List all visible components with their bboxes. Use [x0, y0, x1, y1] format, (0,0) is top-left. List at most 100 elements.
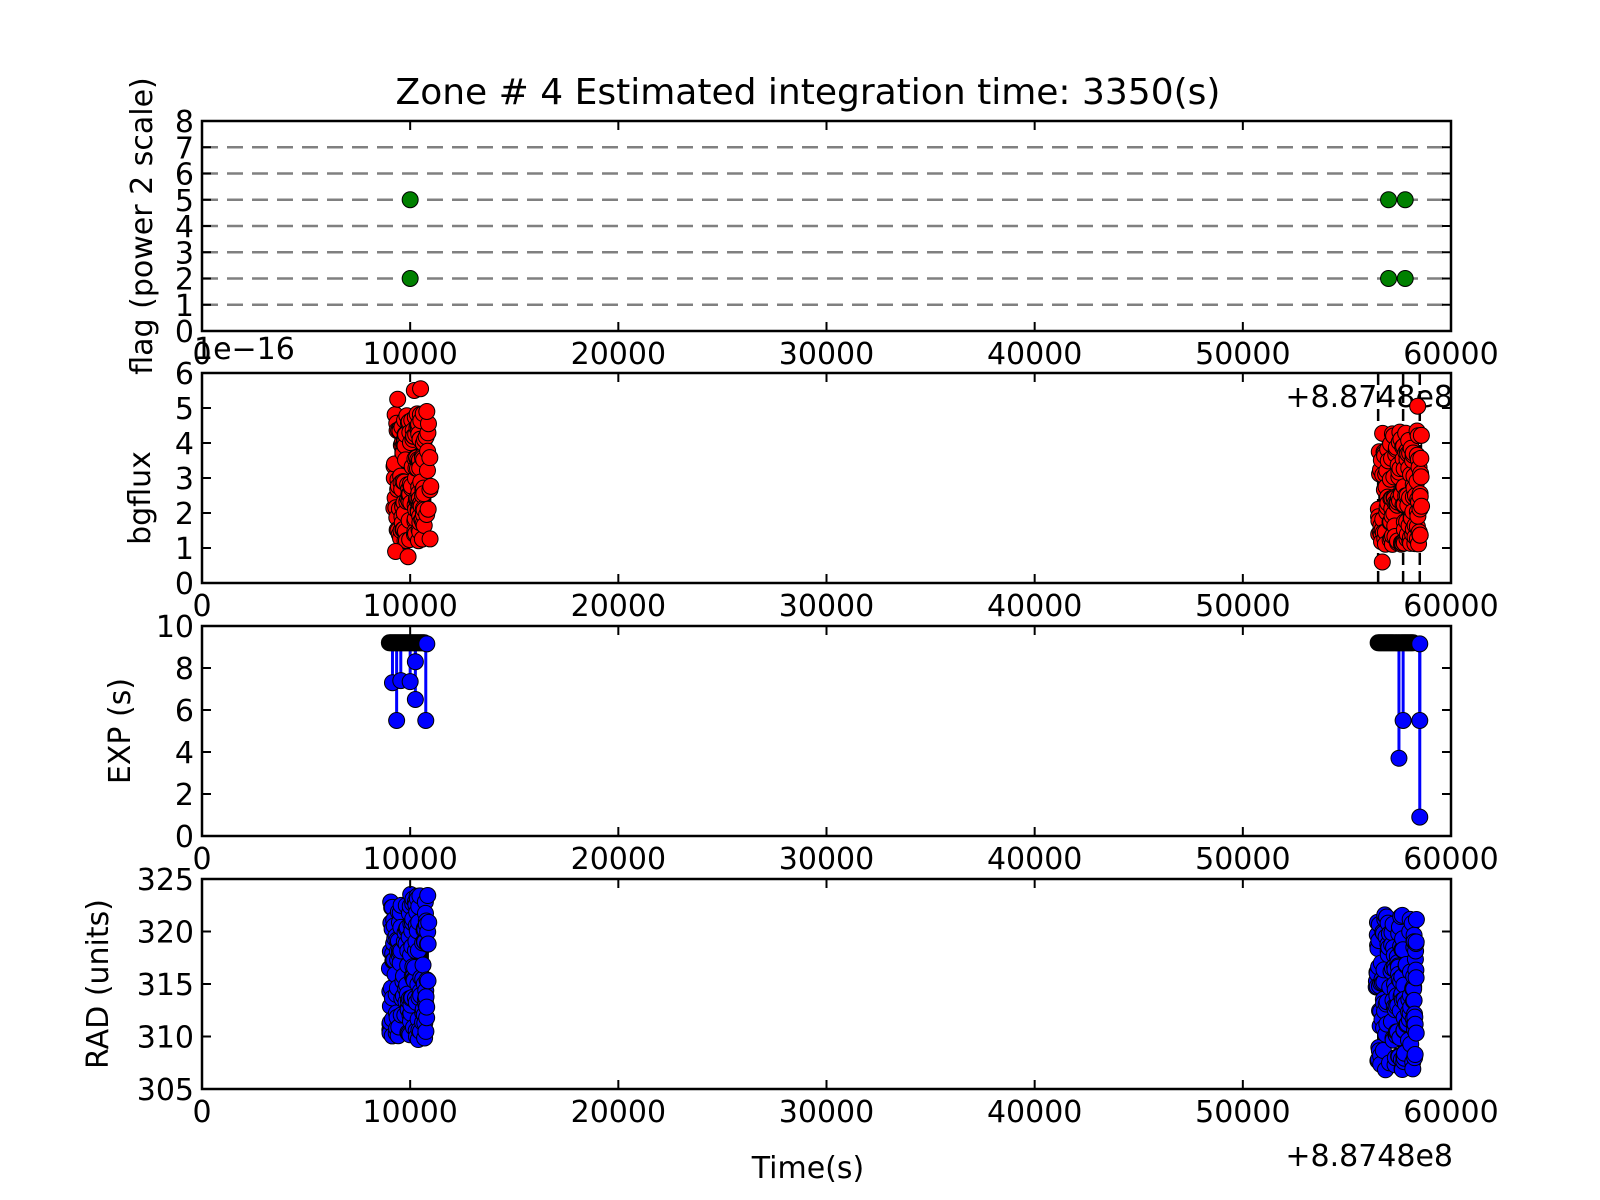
figure-xlabel: Time(s) — [751, 1151, 864, 1186]
x-tick-label: 0 — [192, 337, 211, 372]
figure-title: Zone # 4 Estimated integration time: 335… — [396, 72, 1221, 113]
data-point — [1409, 397, 1427, 415]
y-tick-label: 3 — [175, 236, 194, 271]
y-tick-label: 2 — [175, 497, 194, 532]
data-point — [414, 956, 432, 974]
data-point — [389, 390, 407, 408]
x-tick-label: 60000 — [1403, 589, 1498, 624]
data-point — [1390, 749, 1408, 767]
y-tick-label: 6 — [175, 158, 194, 193]
x-tick-label: 0 — [192, 1095, 211, 1130]
x-tick-label: 10000 — [362, 842, 457, 877]
y-tick-label: 0 — [175, 820, 194, 855]
data-point — [1407, 911, 1425, 929]
x-tick-label: 50000 — [1195, 337, 1290, 372]
data-point — [419, 887, 437, 905]
panels: 0 10000 20000 30000 40000 50000 60000012345678… — [81, 77, 1499, 1174]
x-tick-label: 10000 — [362, 337, 457, 372]
y-tick-label: 6 — [175, 694, 194, 729]
y-axis-label: flag (power 2 scale) — [125, 77, 160, 374]
y-tick-label: 8 — [175, 652, 194, 687]
y-tick-label: 8 — [175, 105, 194, 140]
x-tick-label: 20000 — [571, 842, 666, 877]
data-point — [1412, 468, 1430, 486]
x-tick-label: 30000 — [779, 842, 874, 877]
data-point — [418, 635, 436, 653]
data-point — [1396, 270, 1414, 287]
data-point — [1394, 712, 1412, 729]
x-tick-label: 40000 — [987, 589, 1082, 624]
x-tick-label: 10000 — [362, 1095, 457, 1130]
panel-rad: 0 10000 20000 30000 40000 50000 60000 305 310 315… — [81, 863, 1499, 1174]
data-point — [418, 998, 436, 1016]
data-point — [1412, 449, 1430, 467]
y-tick-label: 0 — [175, 315, 194, 350]
y-tick-label: 315 — [137, 968, 194, 1003]
y-axis-label: EXP (s) — [103, 678, 138, 784]
panel-exp: 0 10000 20000 30000 40000 50000 60000 0 2 4 6 8 10 EX… — [103, 610, 1499, 877]
y-axis-label: bgflux — [123, 451, 158, 545]
y-tick-label: 325 — [137, 863, 194, 898]
data-point — [412, 380, 430, 398]
y-tick-label: 2 — [175, 778, 194, 813]
data-point — [1411, 712, 1429, 729]
data-point — [406, 691, 424, 708]
panel-flag: 0 10000 20000 30000 40000 50000 60000012345678… — [125, 77, 1499, 415]
x-tick-label: 20000 — [571, 337, 666, 372]
y-tick-label: 4 — [175, 736, 194, 771]
x-tick-label: 40000 — [987, 337, 1082, 372]
x-tick-label: 0 — [192, 589, 211, 624]
y-tick-label: 1 — [175, 532, 194, 567]
data-point — [1407, 933, 1425, 951]
data-point — [1413, 497, 1431, 515]
x-tick-label: 0 — [192, 842, 211, 877]
y-tick-label: 4 — [175, 427, 194, 462]
y-tick-label: 1 — [175, 289, 194, 324]
x-tick-label: 60000 — [1403, 842, 1498, 877]
data-point — [1380, 270, 1398, 287]
data-point — [399, 548, 417, 566]
data-point — [1407, 969, 1425, 987]
data-point — [406, 653, 424, 671]
data-point — [1396, 191, 1414, 209]
data-point — [388, 712, 406, 729]
data-point — [421, 530, 439, 548]
data-point — [401, 270, 419, 287]
y-tick-label: 4 — [175, 210, 194, 245]
y-tick-label: 5 — [175, 392, 194, 427]
y-tick-label: 310 — [137, 1021, 194, 1056]
data-point — [417, 712, 435, 729]
data-point — [421, 449, 439, 467]
axes-frame — [200, 624, 1453, 838]
data-point — [401, 673, 419, 691]
y-scale-label: 1e−16 — [194, 332, 295, 367]
panel-bgflux: 0 10000 20000 30000 40000 50000 600000123456bg… — [123, 332, 1499, 624]
data-point — [1412, 426, 1430, 444]
x-tick-label: 30000 — [779, 337, 874, 372]
data-point — [1411, 526, 1429, 544]
data-point — [401, 191, 419, 209]
x-tick-label: 20000 — [571, 1095, 666, 1130]
x-tick-label: 50000 — [1195, 842, 1290, 877]
data-point — [1411, 635, 1429, 653]
x-tick-label: 30000 — [779, 589, 874, 624]
data-point — [1411, 808, 1429, 826]
x-tick-label: 40000 — [987, 842, 1082, 877]
data-point — [419, 500, 437, 518]
x-offset-label: +8.8748e8 — [1285, 380, 1453, 415]
y-tick-label: 2 — [175, 263, 194, 298]
y-tick-label: 7 — [175, 131, 194, 166]
data-point — [422, 477, 440, 495]
x-tick-label: 10000 — [362, 589, 457, 624]
data-point — [1407, 1024, 1425, 1042]
y-tick-label: 6 — [175, 357, 194, 392]
y-tick-label: 305 — [137, 1073, 194, 1108]
x-tick-label: 50000 — [1195, 589, 1290, 624]
x-tick-label: 60000 — [1403, 1095, 1498, 1130]
data-point — [420, 913, 438, 931]
data-point — [1406, 1046, 1424, 1064]
y-tick-label: 0 — [175, 567, 194, 602]
x-tick-label: 50000 — [1195, 1095, 1290, 1130]
data-point — [419, 972, 437, 990]
